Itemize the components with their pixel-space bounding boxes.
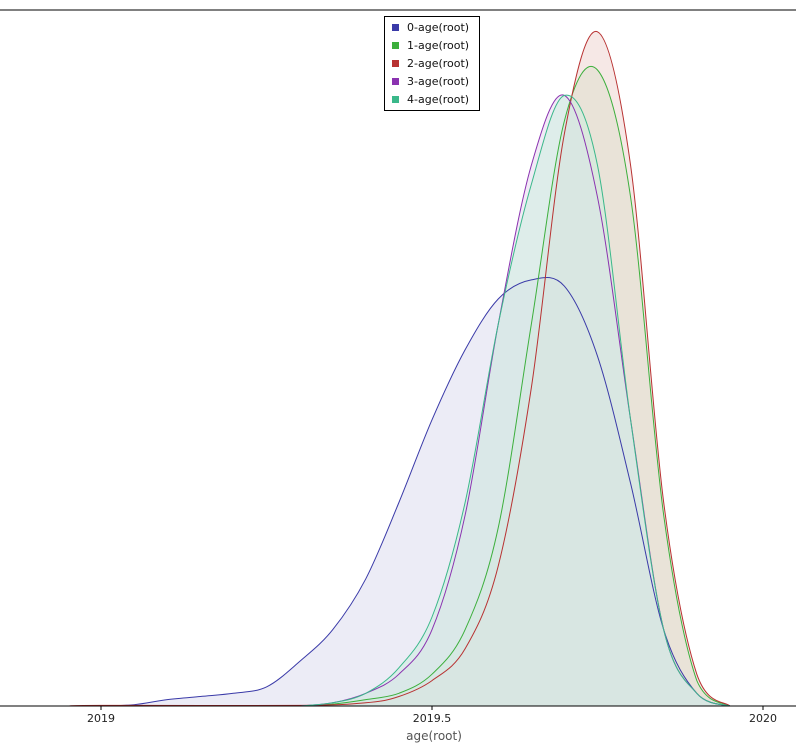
- legend-item-4[interactable]: 4-age(root): [385, 90, 479, 108]
- legend-item-3[interactable]: 3-age(root): [385, 72, 479, 90]
- legend-swatch-3: [392, 77, 399, 85]
- legend-label-2: 2-age(root): [407, 56, 470, 70]
- legend-label-0: 0-age(root): [407, 20, 470, 34]
- x-axis-ticks: 2019 2019.5 2020: [87, 706, 777, 725]
- legend: 0-age(root) 1-age(root) 2-age(root) 3-ag…: [384, 16, 480, 111]
- legend-swatch-0: [392, 23, 399, 31]
- x-tick-label-2: 2020: [749, 712, 777, 725]
- legend-label-4: 4-age(root): [407, 92, 470, 106]
- legend-swatch-4: [392, 95, 399, 103]
- legend-item-1[interactable]: 1-age(root): [385, 36, 479, 54]
- series-4-area: [299, 95, 730, 706]
- series-4-line: [299, 94, 731, 707]
- legend-item-0[interactable]: 0-age(root): [385, 18, 479, 36]
- density-areas: [67, 31, 731, 707]
- legend-swatch-2: [392, 59, 399, 67]
- series-0-line: [67, 277, 731, 707]
- series-1-line: [299, 65, 731, 707]
- series-2-line: [67, 31, 731, 707]
- x-axis-title: age(root): [406, 729, 462, 743]
- x-tick-label-0: 2019: [87, 712, 115, 725]
- legend-label-3: 3-age(root): [407, 74, 470, 88]
- legend-swatch-1: [392, 41, 399, 49]
- legend-item-2[interactable]: 2-age(root): [385, 54, 479, 72]
- x-tick-label-1: 2019.5: [413, 712, 452, 725]
- legend-label-1: 1-age(root): [407, 38, 470, 52]
